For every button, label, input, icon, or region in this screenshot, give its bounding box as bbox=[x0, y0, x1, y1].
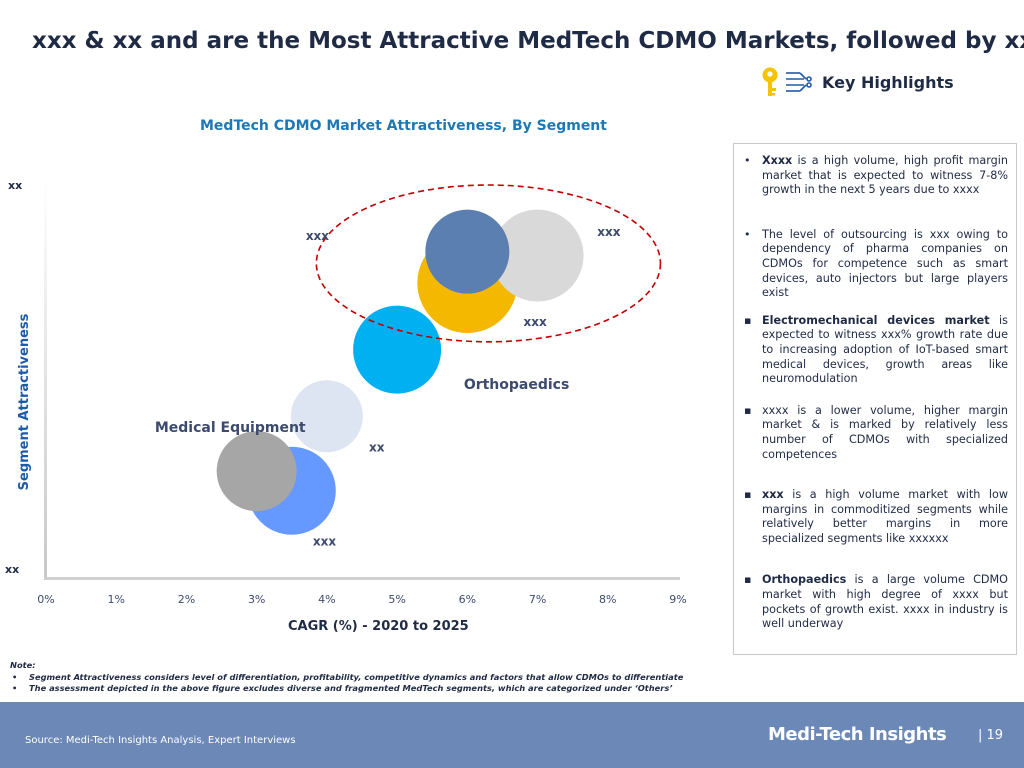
data-label: xxx bbox=[306, 229, 329, 243]
note-item: Segment Attractiveness considers level o… bbox=[10, 672, 683, 684]
chart-title: MedTech CDMO Market Attractiveness, By S… bbox=[200, 118, 607, 134]
x-tick-label: 0% bbox=[37, 593, 54, 606]
highlights-list: Xxxx is a high volume, high profit margi… bbox=[740, 154, 1008, 632]
x-tick-label: 3% bbox=[248, 593, 265, 606]
highlight-bold: Electromechanical devices market bbox=[762, 313, 990, 327]
x-tick-label: 7% bbox=[529, 593, 546, 606]
data-label: xxx bbox=[524, 315, 547, 329]
y-high-label: xx bbox=[8, 179, 22, 192]
data-label: xxx bbox=[597, 225, 620, 239]
data-label: xxx bbox=[313, 535, 336, 549]
x-tick-label: 6% bbox=[459, 593, 476, 606]
highlight-item: xxx is a high volume market with low mar… bbox=[740, 488, 1008, 546]
y-axis bbox=[44, 176, 47, 578]
x-tick-label: 8% bbox=[599, 593, 616, 606]
bubble-point bbox=[353, 305, 442, 394]
x-axis bbox=[44, 577, 680, 580]
highlights-panel: Xxxx is a high volume, high profit margi… bbox=[733, 143, 1017, 655]
key-icon bbox=[762, 67, 778, 96]
highlight-item: Xxxx is a high volume, high profit margi… bbox=[740, 154, 1008, 198]
x-tick-label: 2% bbox=[178, 593, 195, 606]
page-number: | 19 bbox=[978, 728, 1004, 743]
key-highlights-label: Key Highlights bbox=[822, 72, 954, 92]
key-highlights-header: Key Highlights bbox=[760, 66, 954, 98]
highlight-item: xxxx is a lower volume, higher margin ma… bbox=[740, 404, 1008, 462]
source-text: Source: Medi-Tech Insights Analysis, Exp… bbox=[25, 735, 296, 746]
brand-logo: Medi-Tech Insights bbox=[768, 724, 947, 745]
highlight-bold: Xxxx bbox=[762, 154, 793, 167]
note-item: The assessment depicted in the above fig… bbox=[10, 683, 683, 695]
y-low-label: xx bbox=[5, 563, 19, 576]
x-tick-label: 4% bbox=[318, 593, 335, 606]
x-tick-label: 1% bbox=[107, 593, 124, 606]
slide-title: xxx & xx and are the Most Attractive Med… bbox=[32, 28, 1024, 54]
footer: Source: Medi-Tech Insights Analysis, Exp… bbox=[0, 702, 1024, 768]
notes-heading: Note: bbox=[10, 660, 36, 670]
x-axis-title: CAGR (%) - 2020 to 2025 bbox=[288, 619, 469, 634]
x-tick-label: 9% bbox=[669, 593, 686, 606]
x-tick-label: 5% bbox=[388, 593, 405, 606]
highlight-ellipse bbox=[315, 184, 662, 343]
data-label: xx bbox=[369, 441, 385, 455]
highlight-item: Orthopaedics is a large volume CDMO mark… bbox=[740, 573, 1008, 631]
bubble-point bbox=[425, 209, 510, 294]
highlight-bold: Orthopaedics bbox=[762, 573, 847, 587]
bubble-point bbox=[290, 380, 363, 453]
notes: Note: Segment Attractiveness considers l… bbox=[10, 660, 683, 695]
highlight-item: Electromechanical devices market is expe… bbox=[740, 314, 1008, 387]
highlight-item: The level of outsourcing is xxx owing to… bbox=[740, 228, 1008, 301]
y-axis-title: Segment Attractiveness bbox=[17, 313, 32, 490]
highlight-bold: xxx bbox=[762, 488, 784, 502]
bubble-point bbox=[216, 431, 297, 512]
circuit-icon bbox=[786, 72, 812, 92]
bubble-point bbox=[491, 209, 584, 302]
data-label: Orthopaedics bbox=[464, 377, 570, 393]
data-label: Medical Equipment bbox=[155, 420, 306, 436]
